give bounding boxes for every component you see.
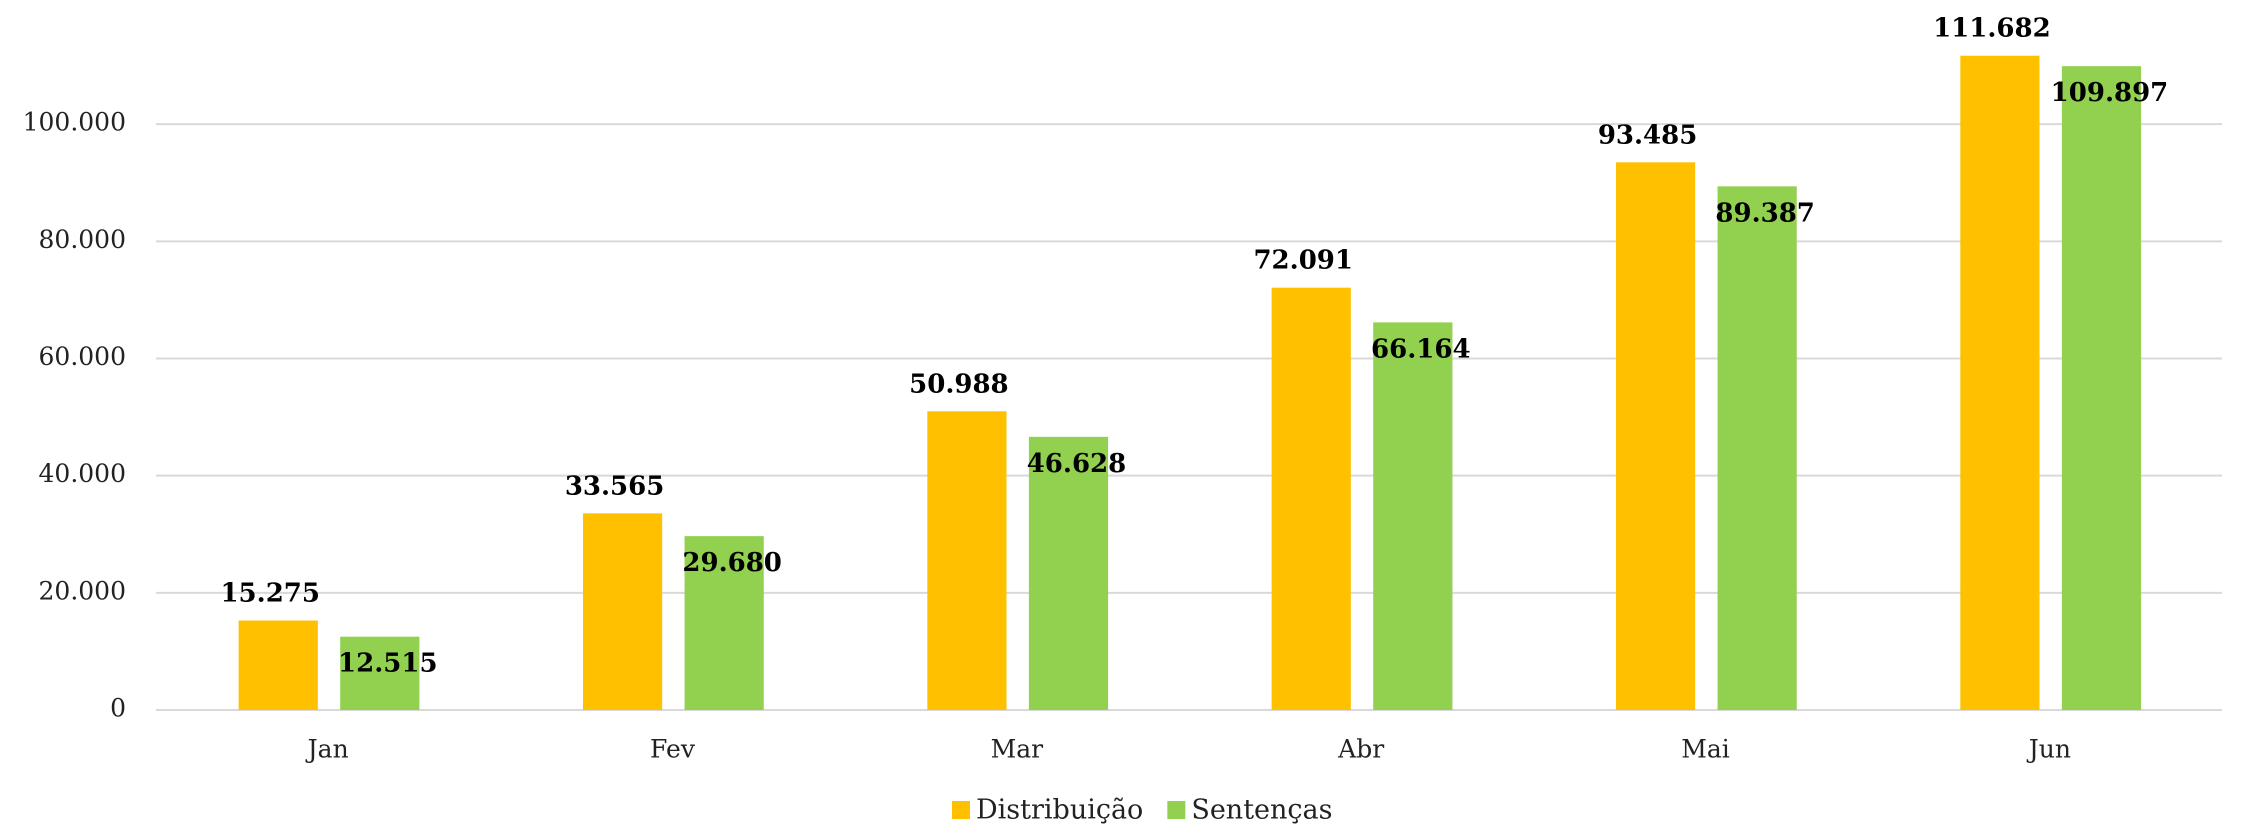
x-tick-label: Mai bbox=[1681, 735, 1730, 764]
data-label: 109.897 bbox=[2051, 78, 2169, 108]
bar bbox=[582, 513, 663, 710]
data-label: 93.485 bbox=[1598, 120, 1698, 150]
y-tick-label: 80.000 bbox=[39, 225, 126, 254]
bar bbox=[340, 636, 420, 710]
y-tick-label: 0 bbox=[110, 694, 126, 723]
data-label: 72.091 bbox=[1253, 246, 1353, 276]
data-label: 89.387 bbox=[1715, 198, 1815, 228]
x-tick-label: Jun bbox=[2026, 735, 2071, 764]
data-label: 12.515 bbox=[338, 649, 438, 679]
data-label: 33.565 bbox=[565, 471, 665, 501]
data-label: 111.682 bbox=[1933, 14, 2051, 44]
bar bbox=[1615, 162, 1696, 710]
legend-swatch bbox=[952, 801, 970, 819]
legend-label: Distribuição bbox=[976, 795, 1143, 826]
bar bbox=[927, 411, 1007, 710]
x-tick-label: Fev bbox=[650, 735, 696, 764]
y-tick-label: 20.000 bbox=[39, 576, 126, 605]
bar bbox=[1271, 287, 1351, 710]
data-label: 46.628 bbox=[1027, 449, 1127, 479]
bar bbox=[1028, 436, 1109, 710]
bar bbox=[1717, 186, 1797, 710]
x-tick-label: Abr bbox=[1337, 735, 1384, 764]
legend-label: Sentenças bbox=[1191, 795, 1332, 826]
data-label: 50.988 bbox=[909, 369, 1009, 399]
bar bbox=[2061, 66, 2142, 710]
data-label: 66.164 bbox=[1371, 334, 1471, 364]
data-label: 15.275 bbox=[220, 579, 320, 609]
data-label: 29.680 bbox=[682, 548, 782, 578]
bar bbox=[684, 536, 764, 710]
bar bbox=[1960, 55, 2040, 711]
y-tick-label: 40.000 bbox=[39, 459, 126, 488]
bar bbox=[238, 620, 318, 710]
x-tick-label: Mar bbox=[991, 735, 1044, 764]
legend-swatch bbox=[1167, 801, 1186, 819]
y-tick-label: 60.000 bbox=[39, 342, 126, 371]
bar bbox=[1373, 322, 1453, 710]
x-tick-label: Jan bbox=[305, 735, 349, 764]
y-tick-label: 100.000 bbox=[23, 108, 126, 137]
